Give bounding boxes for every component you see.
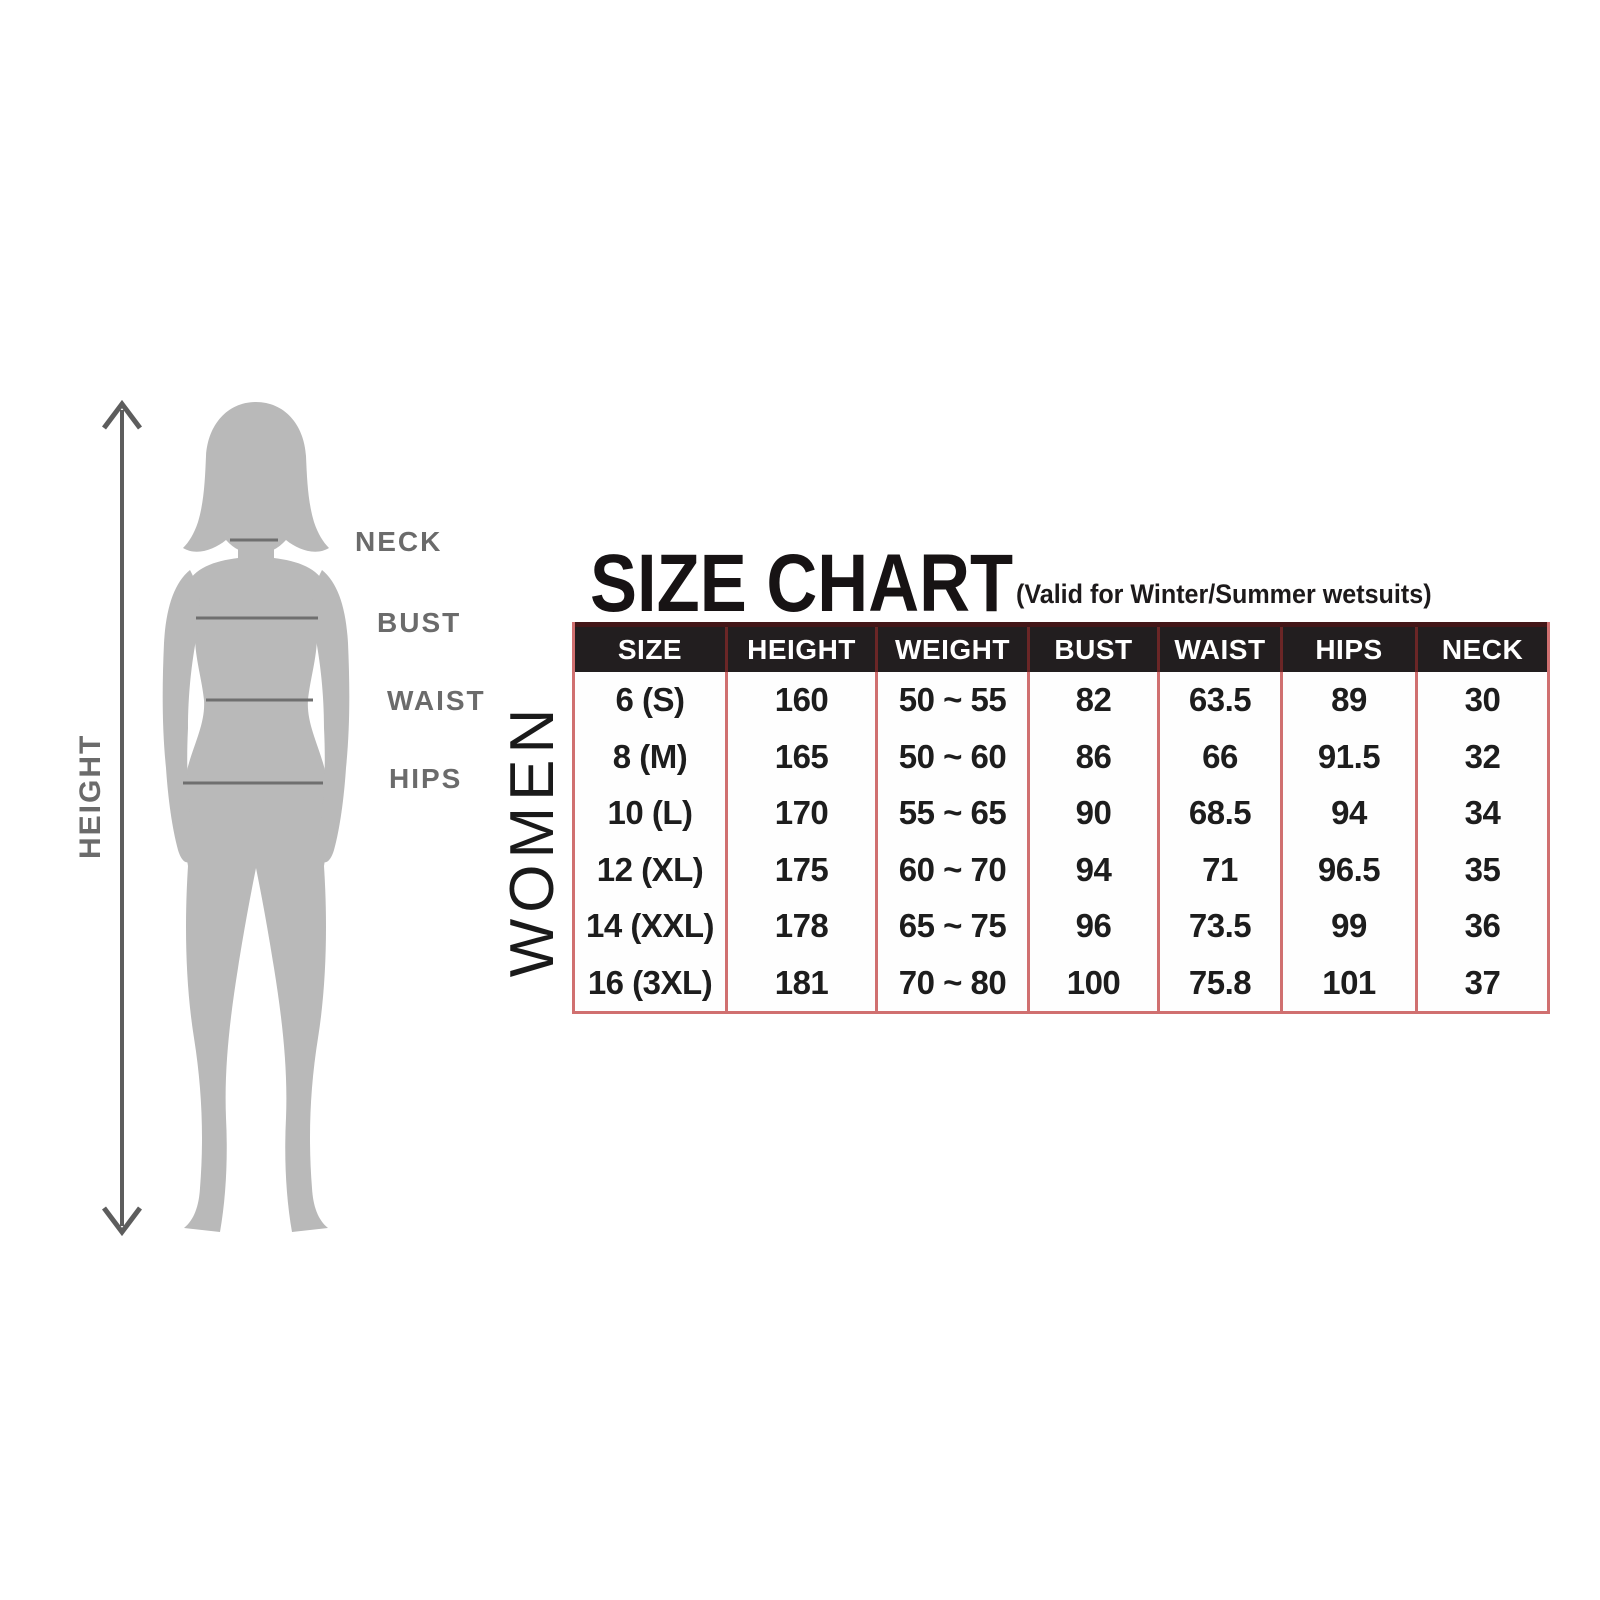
- table-cell: 63.5: [1157, 672, 1280, 729]
- table-cell: 170: [725, 785, 875, 842]
- table-cell: 73.5: [1157, 898, 1280, 955]
- table-cell: 96.5: [1280, 841, 1415, 898]
- women-side-label: WOMEN: [498, 702, 567, 978]
- table-cell: 6 (S): [575, 672, 725, 729]
- table-cell: 91.5: [1280, 728, 1415, 785]
- arrow-up-icon: [102, 399, 142, 430]
- table-cell: 75.8: [1157, 954, 1280, 1011]
- neck-label: NECK: [355, 526, 443, 557]
- table-cell: 60 ~ 70: [875, 841, 1027, 898]
- table-cell: 70 ~ 80: [875, 954, 1027, 1011]
- table-header-row: SIZE HEIGHT WEIGHT BUST WAIST HIPS NECK: [575, 622, 1547, 672]
- table-cell: 181: [725, 954, 875, 1011]
- table-cell: 71: [1157, 841, 1280, 898]
- column-header-size: SIZE: [617, 633, 683, 665]
- table-cell: 165: [725, 728, 875, 785]
- table-cell: 8 (M): [575, 728, 725, 785]
- table-cell: 37: [1415, 954, 1547, 1011]
- table-cell: 160: [725, 672, 875, 729]
- column-header-neck: NECK: [1415, 627, 1547, 672]
- page-title: SIZE CHART: [590, 538, 1014, 629]
- height-label: HEIGHT: [74, 733, 107, 859]
- column-header-waist: WAIST: [1157, 627, 1280, 672]
- woman-silhouette: [162, 402, 350, 1232]
- table-cell: 66: [1157, 728, 1280, 785]
- table-cell: 96: [1027, 898, 1157, 955]
- table-cell: 86: [1027, 728, 1157, 785]
- silhouette-head: [183, 402, 329, 554]
- height-arrow: [102, 399, 142, 1237]
- column-header-hips: HIPS: [1280, 627, 1415, 672]
- arrow-down-icon: [102, 1206, 142, 1237]
- table-cell: 99: [1280, 898, 1415, 955]
- table-cell: 101: [1280, 954, 1415, 1011]
- waist-label: WAIST: [387, 685, 486, 716]
- silhouette-left-arm: [162, 570, 200, 863]
- table-cell: 50 ~ 60: [875, 728, 1027, 785]
- table-cell: 94: [1027, 841, 1157, 898]
- table-cell: 100: [1027, 954, 1157, 1011]
- silhouette-right-arm: [312, 570, 350, 863]
- table-cell: 82: [1027, 672, 1157, 729]
- column-header-height: HEIGHT: [725, 627, 875, 672]
- column-header-bust: BUST: [1027, 627, 1157, 672]
- table-cell: 32: [1415, 728, 1547, 785]
- table-cell: 35: [1415, 841, 1547, 898]
- table-cell: 10 (L): [575, 785, 725, 842]
- table-cell: 94: [1280, 785, 1415, 842]
- table-cell: 50 ~ 55: [875, 672, 1027, 729]
- bust-label: BUST: [377, 607, 462, 638]
- table-cell: 65 ~ 75: [875, 898, 1027, 955]
- table-cell: 30: [1415, 672, 1547, 729]
- table-cell: 175: [725, 841, 875, 898]
- table-cell: 34: [1415, 785, 1547, 842]
- table-cell: 68.5: [1157, 785, 1280, 842]
- table-cell: 16 (3XL): [575, 954, 725, 1011]
- table-body: 6 (S) 160 50 ~ 55 82 63.5 89 30 8 (M) 16…: [575, 672, 1547, 1011]
- table-cell: 14 (XXL): [575, 898, 725, 955]
- hips-label: HIPS: [389, 763, 463, 794]
- table-cell: 89: [1280, 672, 1415, 729]
- page-subtitle: (Valid for Winter/Summer wetsuits): [1016, 579, 1432, 609]
- table-cell: 12 (XL): [575, 841, 725, 898]
- column-header-weight: WEIGHT: [875, 627, 1027, 672]
- size-table: SIZE HEIGHT WEIGHT BUST WAIST HIPS NECK …: [572, 622, 1550, 1014]
- table-cell: 178: [725, 898, 875, 955]
- silhouette-body: [183, 558, 329, 1232]
- table-cell: 55 ~ 65: [875, 785, 1027, 842]
- table-cell: 36: [1415, 898, 1547, 955]
- table-cell: 90: [1027, 785, 1157, 842]
